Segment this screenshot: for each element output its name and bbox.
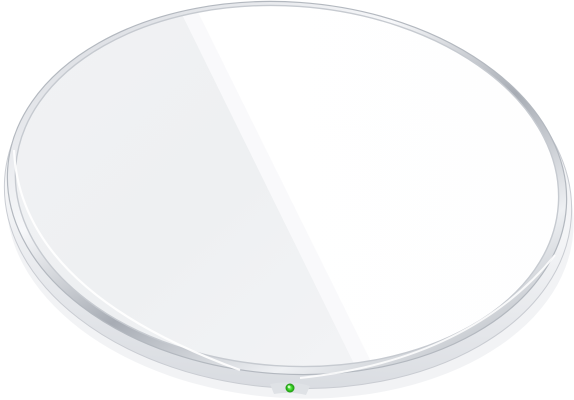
status-led-indicator xyxy=(285,383,295,393)
status-led-highlight xyxy=(287,385,291,389)
glass-reflection xyxy=(175,0,571,385)
rim-highlight-right xyxy=(299,254,556,379)
rim-highlight xyxy=(12,149,241,372)
